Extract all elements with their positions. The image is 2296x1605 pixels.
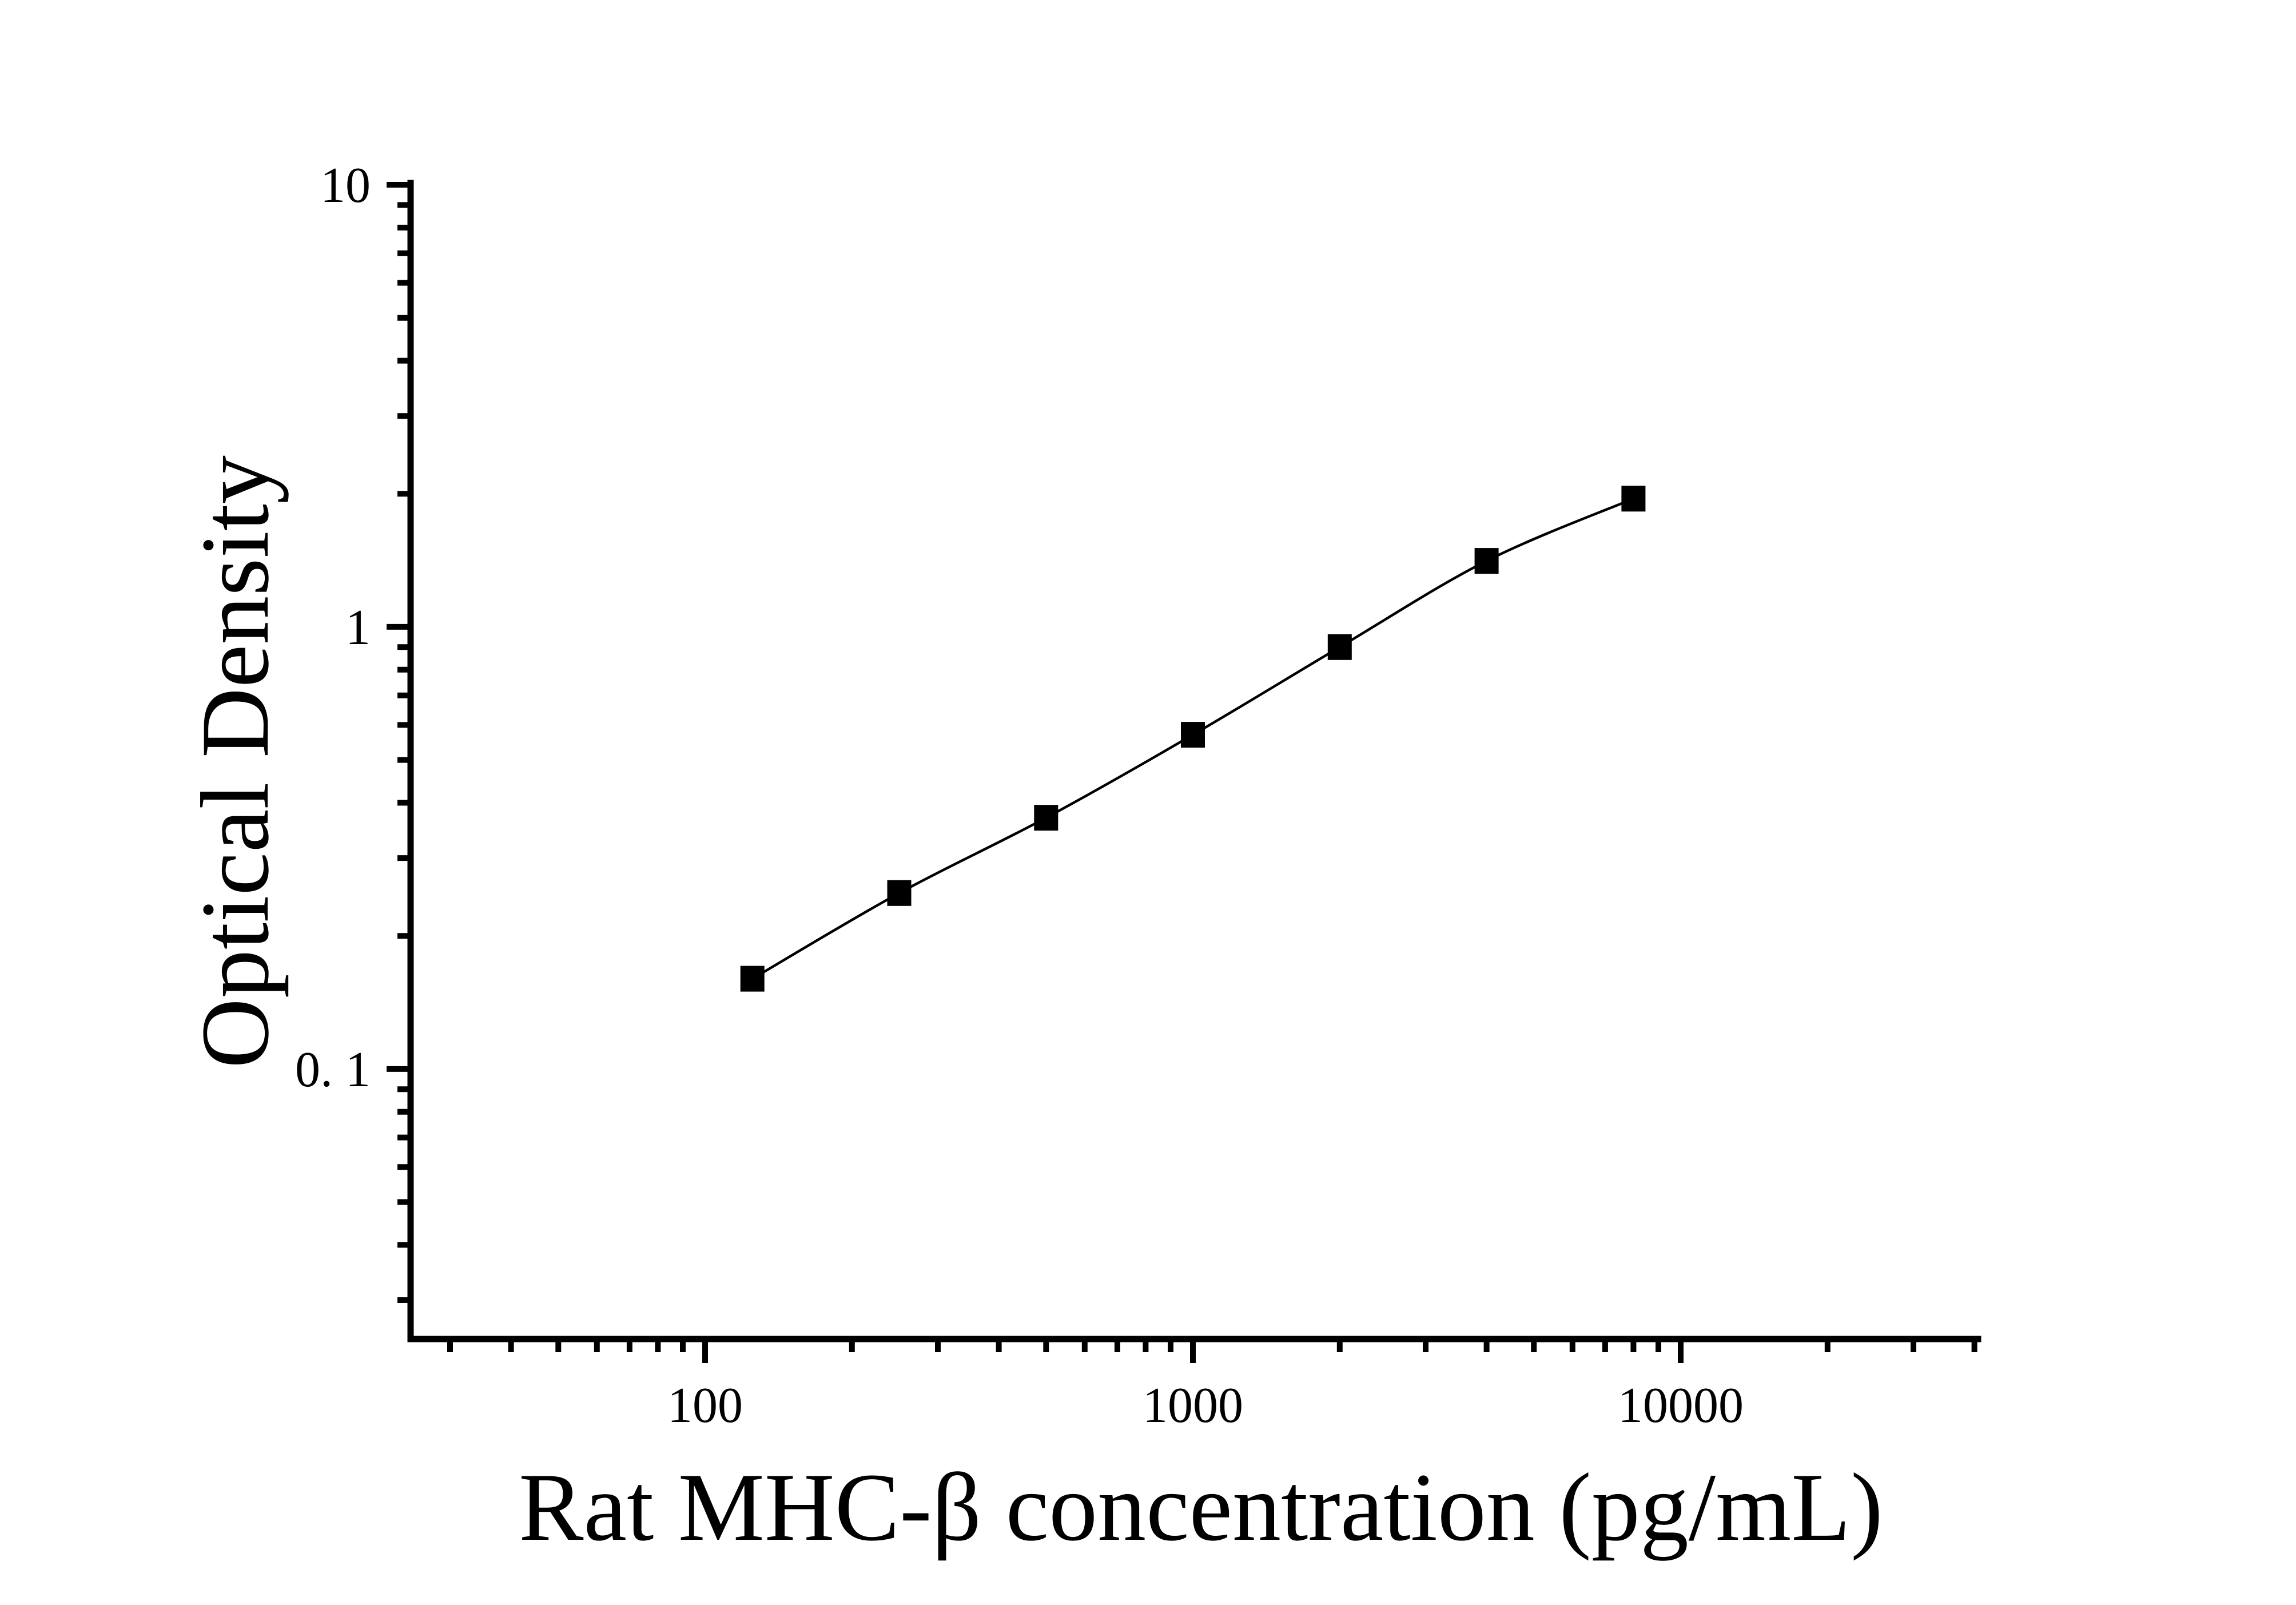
x-tick-label: 10000 (1618, 1378, 1744, 1433)
data-point-marker (887, 880, 912, 906)
data-point-marker (1181, 722, 1205, 748)
axis-spines (407, 180, 1981, 1342)
y-tick-label: 1 (345, 600, 371, 655)
data-point-marker (1621, 486, 1646, 512)
data-point-marker (1034, 805, 1059, 831)
x-axis-title: Rat MHC-β concentration (pg/mL) (519, 1453, 1883, 1561)
data-point-marker (1474, 548, 1499, 574)
y-tick-label: 10 (320, 158, 371, 213)
y-axis-title: Optical Density (181, 455, 289, 1068)
x-tick-label: 100 (667, 1378, 743, 1433)
data-point-marker (740, 966, 765, 992)
y-tick-label: 0. 1 (295, 1042, 371, 1098)
x-tick-label: 1000 (1143, 1378, 1243, 1433)
data-point-marker (1327, 634, 1352, 660)
